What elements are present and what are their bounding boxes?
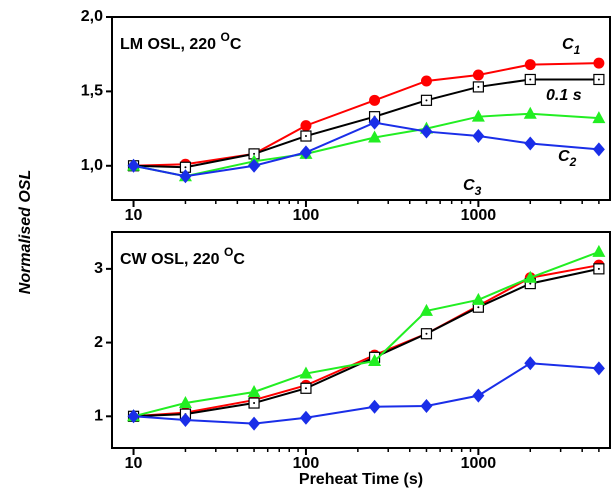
marker — [524, 136, 537, 151]
annotation: C3 — [463, 177, 482, 198]
annotation-sub: 3 — [475, 184, 482, 198]
annotation-sub: 1 — [574, 43, 581, 57]
marker — [472, 129, 485, 144]
x-tick-label: 10 — [125, 455, 143, 472]
marker — [179, 169, 192, 184]
marker — [368, 130, 382, 143]
marker — [472, 69, 484, 81]
marker — [368, 354, 382, 367]
annotation-sub: 2 — [569, 155, 577, 169]
marker — [420, 398, 433, 413]
y-tick-label: 1,0 — [81, 157, 103, 174]
marker — [248, 158, 261, 173]
series-line — [133, 121, 599, 178]
marker-dot — [184, 166, 187, 169]
marker-dot — [425, 99, 428, 102]
marker — [524, 356, 537, 371]
marker-dot — [253, 402, 256, 405]
marker — [592, 142, 605, 157]
annotation-text: C — [562, 36, 574, 53]
marker — [299, 145, 312, 160]
marker — [179, 412, 192, 427]
annotation-text: C — [558, 148, 570, 165]
marker — [592, 111, 606, 124]
marker-dot — [529, 78, 532, 81]
title-sup: O — [224, 245, 233, 259]
marker — [420, 75, 432, 87]
annotation: C1 — [562, 36, 581, 57]
title-text: LM OSL, 220 — [120, 36, 220, 53]
x-tick-label: 100 — [293, 207, 320, 224]
marker — [247, 384, 261, 397]
marker — [127, 158, 140, 173]
x-tick-label: 1000 — [461, 207, 497, 224]
marker — [471, 109, 485, 122]
marker — [523, 106, 537, 119]
marker-dot — [304, 387, 307, 390]
x-tick-label: 1000 — [461, 455, 497, 472]
panel-title: CW OSL, 220 OC — [120, 245, 245, 268]
y-tick-label: 1 — [94, 408, 103, 425]
marker — [369, 94, 381, 106]
annotation-text: 0.1 s — [546, 87, 582, 104]
marker-dot — [253, 152, 256, 155]
title-after: C — [230, 36, 242, 53]
series-line — [133, 362, 599, 425]
series-line — [133, 267, 600, 418]
marker — [593, 57, 605, 69]
marker — [471, 292, 485, 305]
x-tick-label: 10 — [125, 207, 143, 224]
series-line — [133, 78, 599, 169]
marker — [592, 361, 605, 376]
marker — [368, 399, 381, 414]
title-after: C — [233, 251, 245, 268]
annotation-text: C — [463, 177, 475, 194]
title-sup: O — [220, 30, 229, 44]
plot-frame — [111, 16, 611, 201]
plot-frame — [111, 231, 611, 449]
y-tick-label: 2 — [94, 334, 103, 351]
title-text: CW OSL, 220 — [120, 251, 224, 268]
marker — [248, 416, 261, 431]
marker-dot — [425, 332, 428, 335]
marker — [300, 120, 312, 132]
marker — [419, 303, 433, 316]
marker-dot — [477, 306, 480, 309]
marker — [299, 366, 313, 379]
marker — [523, 270, 537, 283]
y-axis-label: Normalised OSL — [17, 170, 34, 294]
marker — [472, 388, 485, 403]
marker — [127, 409, 140, 424]
x-axis-label: Preheat Time (s) — [299, 471, 423, 488]
marker — [299, 410, 312, 425]
annotation: C2 — [558, 148, 577, 169]
marker-dot — [597, 78, 600, 81]
marker — [420, 124, 433, 139]
x-tick-label: 100 — [293, 455, 320, 472]
marker — [592, 244, 606, 257]
y-tick-label: 1,5 — [81, 83, 103, 100]
marker — [368, 115, 381, 130]
marker — [178, 396, 192, 409]
panel-title: LM OSL, 220 OC — [120, 30, 242, 53]
marker — [524, 59, 536, 71]
y-tick-label: 2,0 — [81, 8, 103, 25]
annotation: 0.1 s — [546, 87, 582, 104]
marker-dot — [477, 85, 480, 88]
y-tick-label: 3 — [94, 260, 103, 277]
marker-dot — [304, 135, 307, 138]
marker-dot — [529, 282, 532, 285]
marker-dot — [597, 267, 600, 270]
